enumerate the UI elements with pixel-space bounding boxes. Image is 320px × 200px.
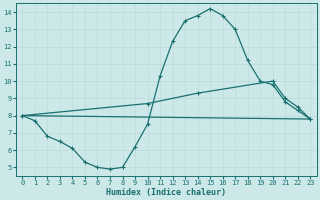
X-axis label: Humidex (Indice chaleur): Humidex (Indice chaleur) bbox=[106, 188, 226, 197]
